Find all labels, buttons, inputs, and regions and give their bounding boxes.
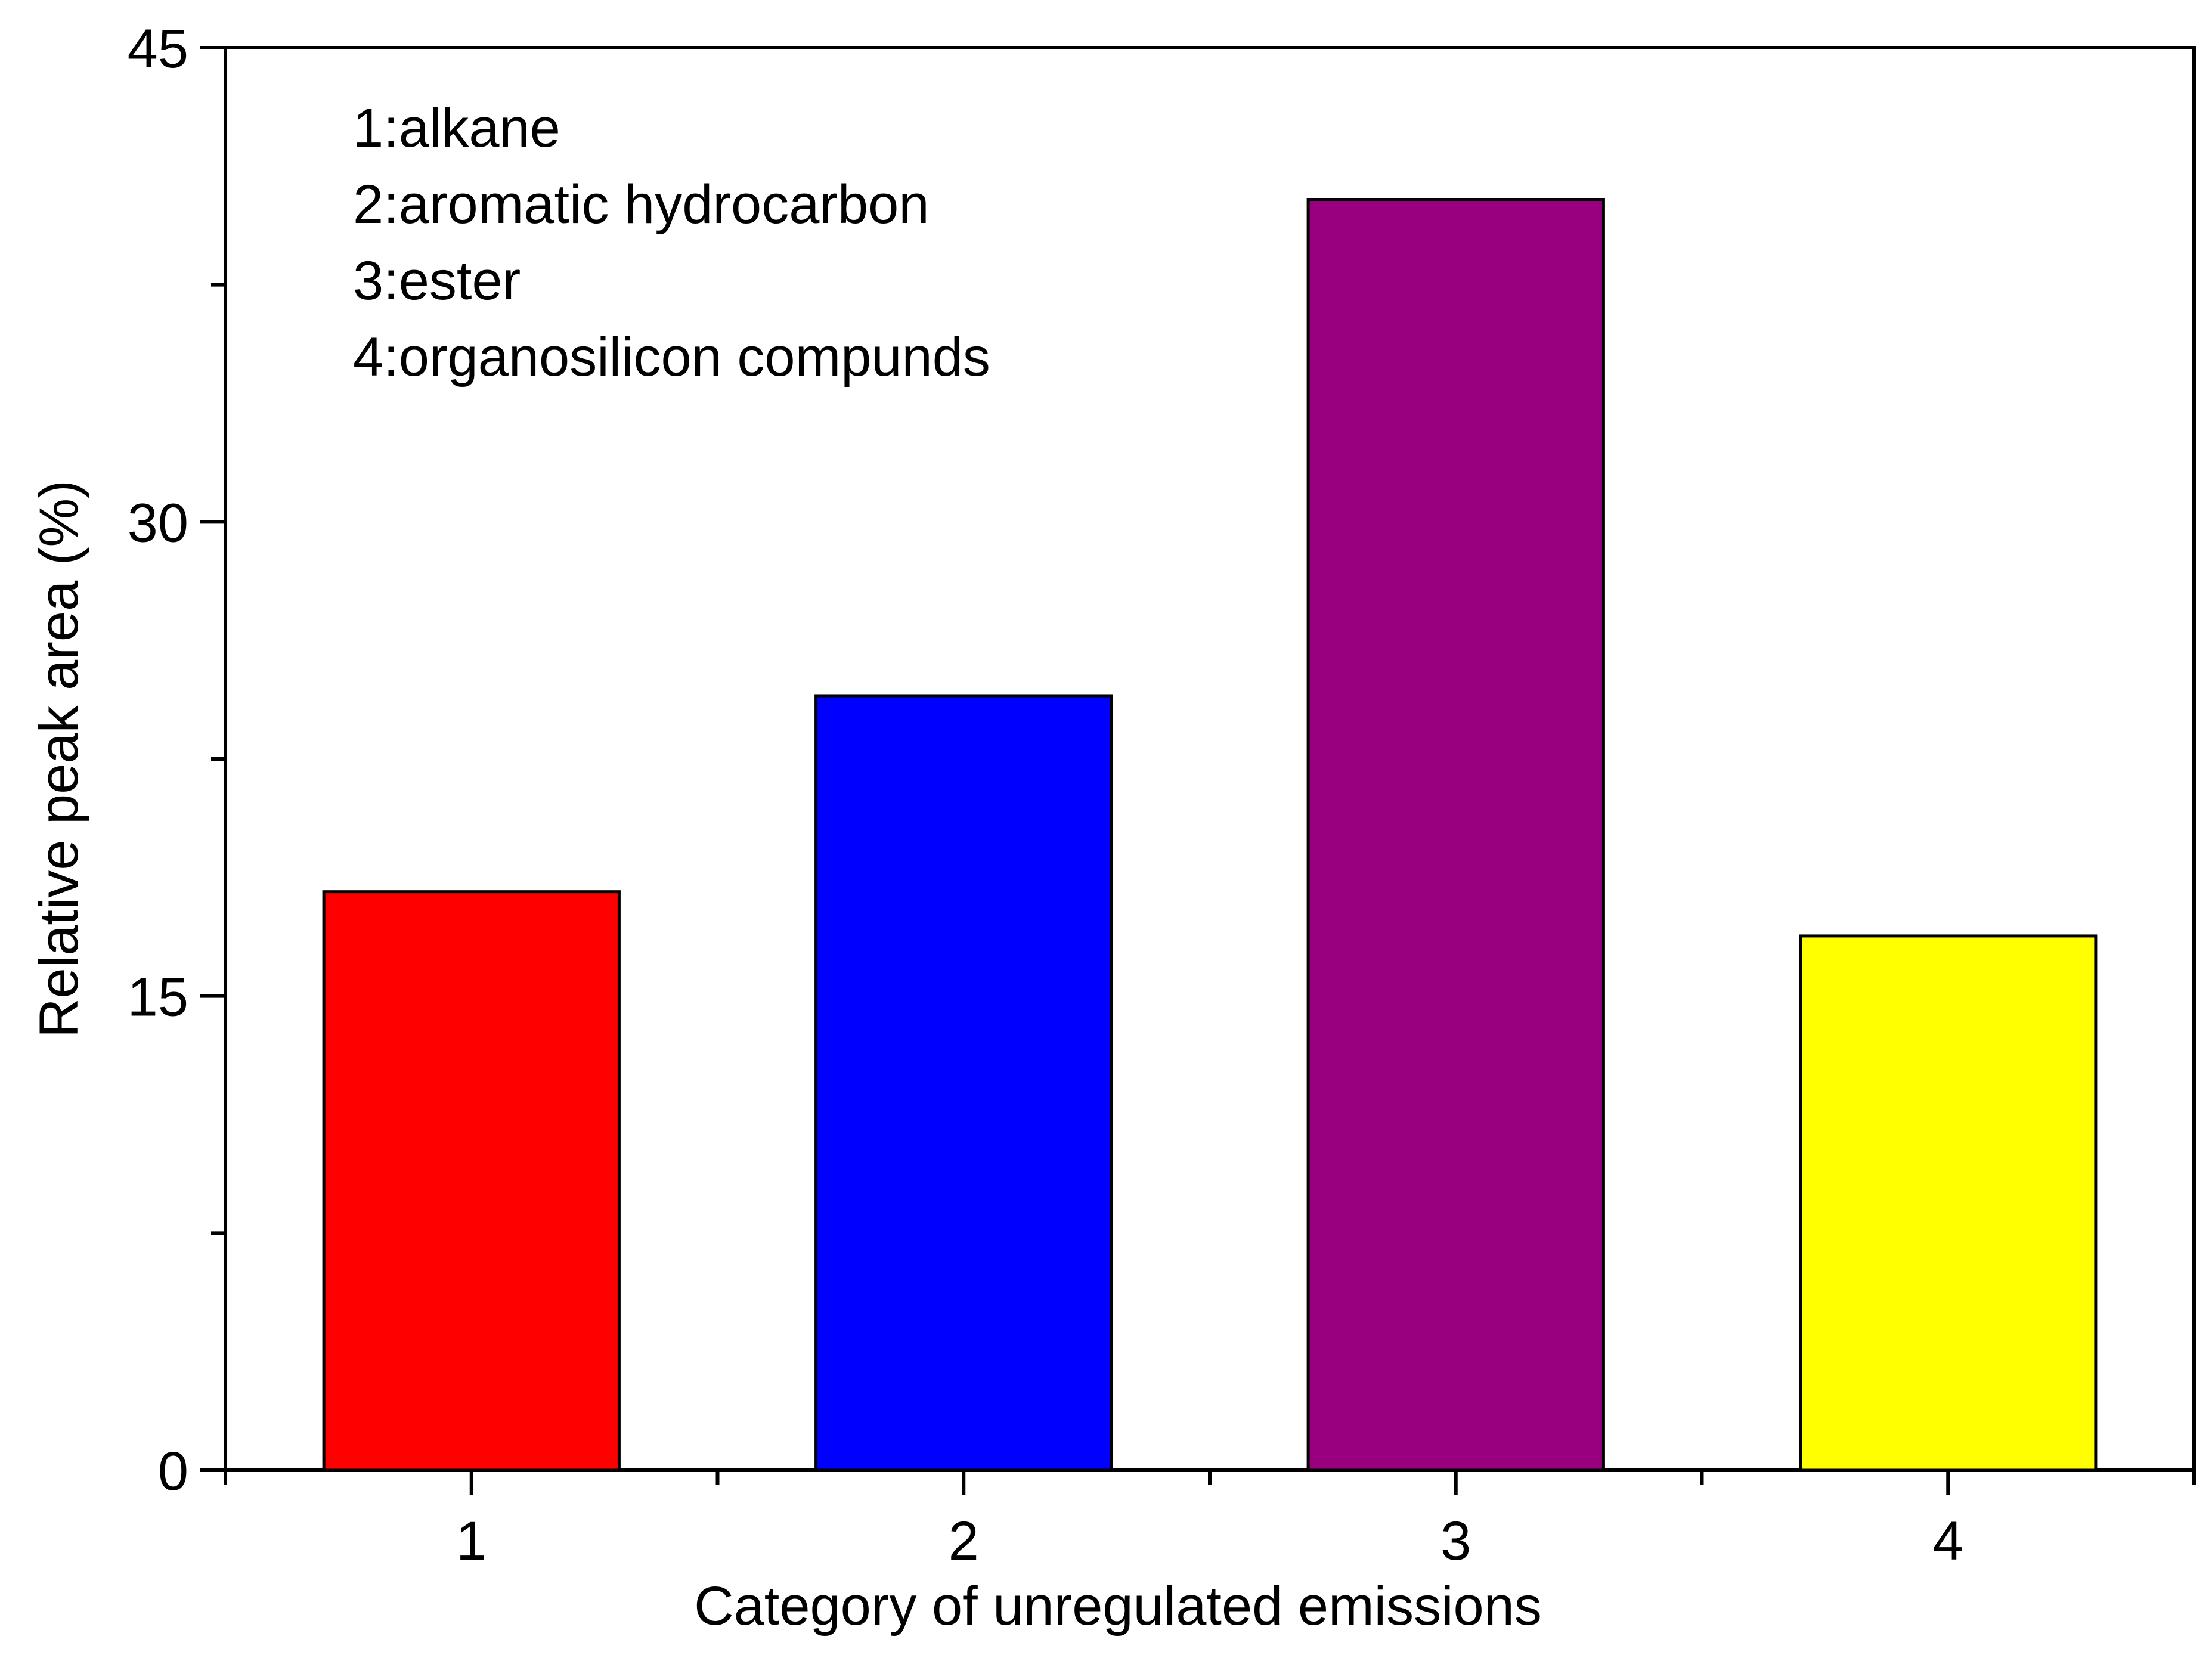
x-tick-label-1: 1: [456, 1511, 487, 1572]
bar-2: [814, 694, 1113, 1472]
x-tick-label-4: 4: [1933, 1511, 1963, 1572]
bar-1: [322, 890, 621, 1472]
bar-4: [1799, 934, 2098, 1472]
y-tick-label-45: 45: [128, 18, 188, 79]
annotation-2: 2:aromatic hydrocarbon: [353, 174, 930, 235]
y-tick-label-0: 0: [158, 1441, 188, 1502]
annotation-3: 3:ester: [353, 250, 521, 311]
bars-group: [322, 198, 2098, 1472]
y-tick-label-30: 30: [128, 492, 188, 553]
y-axis-ticks: 0 15 30 45: [128, 18, 225, 1502]
x-tick-label-2: 2: [949, 1511, 979, 1572]
x-axis-ticks: 1 2 3 4: [224, 1470, 2196, 1572]
legend-annotations: 1:alkane 2:aromatic hydrocarbon 3:ester …: [353, 98, 990, 388]
x-tick-label-3: 3: [1440, 1511, 1471, 1572]
annotation-4: 4:organosilicon compunds: [353, 327, 990, 388]
annotation-1: 1:alkane: [353, 98, 560, 159]
y-tick-label-15: 15: [128, 967, 188, 1028]
y-axis-title: Relative peak area (%): [29, 480, 89, 1038]
x-axis-title: Category of unregulated emissions: [694, 1576, 1542, 1637]
bar-3: [1306, 198, 1605, 1472]
